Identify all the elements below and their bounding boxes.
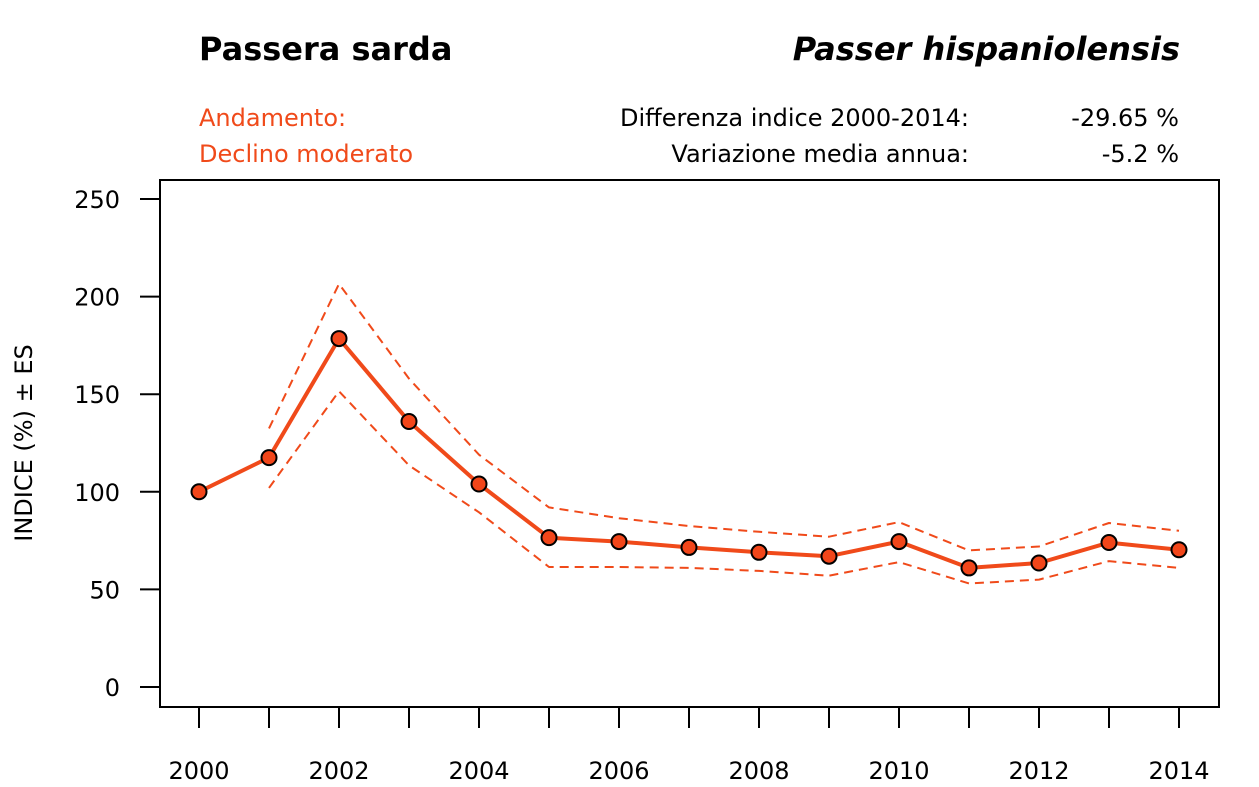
x-axis: 2000 2002 2004 2006 2008 2010 2012 2014 bbox=[168, 707, 1210, 785]
trend-label: Andamento: bbox=[199, 104, 347, 132]
data-point bbox=[1170, 541, 1188, 559]
annual-variation-label: Variazione media annua: bbox=[671, 140, 969, 168]
data-point bbox=[960, 559, 978, 577]
x-tick-label: 2002 bbox=[308, 757, 369, 785]
upper-error-line bbox=[268, 282, 1180, 552]
x-tick-label: 2004 bbox=[448, 757, 509, 785]
annual-variation-value: -5.2 % bbox=[1101, 140, 1179, 168]
x-tick-label: 2014 bbox=[1148, 757, 1209, 785]
y-tick-label: 100 bbox=[74, 479, 120, 507]
data-point bbox=[610, 533, 628, 551]
x-tick-label: 2010 bbox=[868, 757, 929, 785]
trend-value: Declino moderato bbox=[199, 140, 414, 168]
y-axis-label: INDICE (%) ± ES bbox=[10, 344, 38, 541]
y-tick-label: 200 bbox=[74, 284, 120, 312]
index-difference-label: Differenza indice 2000-2014: bbox=[620, 104, 969, 132]
y-tick-label: 0 bbox=[105, 674, 120, 702]
y-tick-label: 250 bbox=[74, 186, 120, 214]
x-tick-label: 2000 bbox=[168, 757, 229, 785]
data-point bbox=[190, 483, 208, 501]
data-point bbox=[890, 533, 908, 551]
index-line bbox=[198, 336, 1180, 570]
y-axis: 0 50 100 150 200 250 bbox=[74, 186, 160, 702]
index-difference-value: -29.65 % bbox=[1071, 104, 1179, 132]
data-point bbox=[260, 449, 278, 467]
plot-frame bbox=[159, 179, 1220, 708]
data-point bbox=[330, 330, 348, 348]
data-point bbox=[540, 529, 558, 547]
x-tick-label: 2012 bbox=[1008, 757, 1069, 785]
series-group bbox=[190, 282, 1188, 585]
data-point bbox=[820, 547, 838, 565]
data-point bbox=[1100, 534, 1118, 552]
y-tick-label: 150 bbox=[74, 381, 120, 409]
x-tick-label: 2006 bbox=[588, 757, 649, 785]
data-point bbox=[400, 413, 418, 431]
data-point bbox=[680, 538, 698, 556]
data-point bbox=[470, 475, 488, 493]
data-point bbox=[750, 543, 768, 561]
lower-error-line bbox=[268, 390, 1180, 585]
x-tick-label: 2008 bbox=[728, 757, 789, 785]
data-point bbox=[1030, 554, 1048, 572]
species-common-name: Passera sarda bbox=[199, 30, 453, 68]
y-tick-label: 50 bbox=[89, 576, 120, 604]
species-scientific-name: Passer hispaniolensis bbox=[792, 30, 1180, 68]
